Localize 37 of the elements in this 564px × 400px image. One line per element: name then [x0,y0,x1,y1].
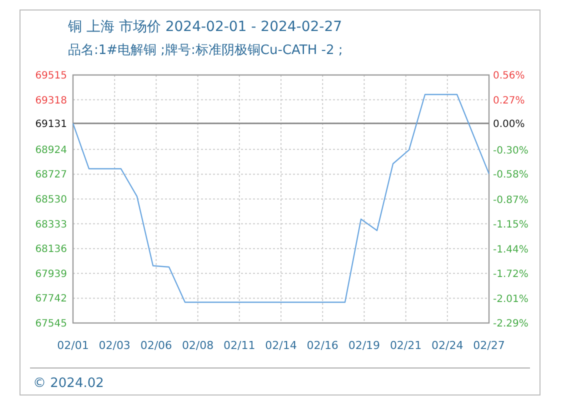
x-tick-label: 02/06 [140,339,172,352]
y2-tick-label: 0.27% [493,96,525,107]
y-tick-label: 68530 [35,194,67,206]
y2-tick-label: -1.44% [493,244,528,256]
y2-tick-label: -1.72% [493,268,528,280]
y-tick-label: 67939 [35,268,67,280]
y-tick-label: 69515 [35,70,67,82]
chart-title: 铜 上海 市场价 2024-02-01 - 2024-02-27 [67,19,342,35]
y-tick-label: 67742 [35,294,67,305]
x-tick-label: 02/03 [98,339,130,352]
y2-tick-label: -2.01% [493,294,528,306]
x-tick-label: 02/24 [432,339,464,352]
y2-tick-label: -1.15% [493,219,528,230]
x-tick-label: 02/21 [390,339,422,352]
x-tick-label: 02/19 [348,339,380,352]
y2-tick-label: -0.30% [493,145,528,156]
chart-subtitle: 品名:1#电解铜 ;牌号:标准阴极铜Cu-CATH -2 ; [68,43,343,58]
x-tick-label: 02/27 [473,339,505,352]
y2-tick-label: -0.58% [493,170,528,181]
line-series [72,94,490,303]
x-tick-label: 02/14 [265,339,297,352]
text: © 2024.02 [33,376,104,391]
y-tick-label: 69318 [35,95,67,106]
y-tick-label: 67545 [35,318,67,330]
y2-tick-label: -2.29% [493,318,528,330]
y-tick-label: 69131 [35,118,67,130]
y-tick-label: 68727 [35,170,67,181]
x-tick-label: 02/11 [224,339,256,352]
y2-tick-label: 0.56% [493,70,525,82]
y-tick-label: 68924 [35,144,67,156]
x-tick-label: 02/16 [306,339,338,352]
x-tick-label: 02/08 [182,339,214,352]
y2-tick-label: -0.87% [493,194,528,206]
y-tick-label: 68333 [35,219,67,230]
x-tick-label: 02/01 [57,339,89,352]
y2-tick-label: 0.00% [493,119,525,130]
y-tick-label: 68136 [35,244,67,256]
